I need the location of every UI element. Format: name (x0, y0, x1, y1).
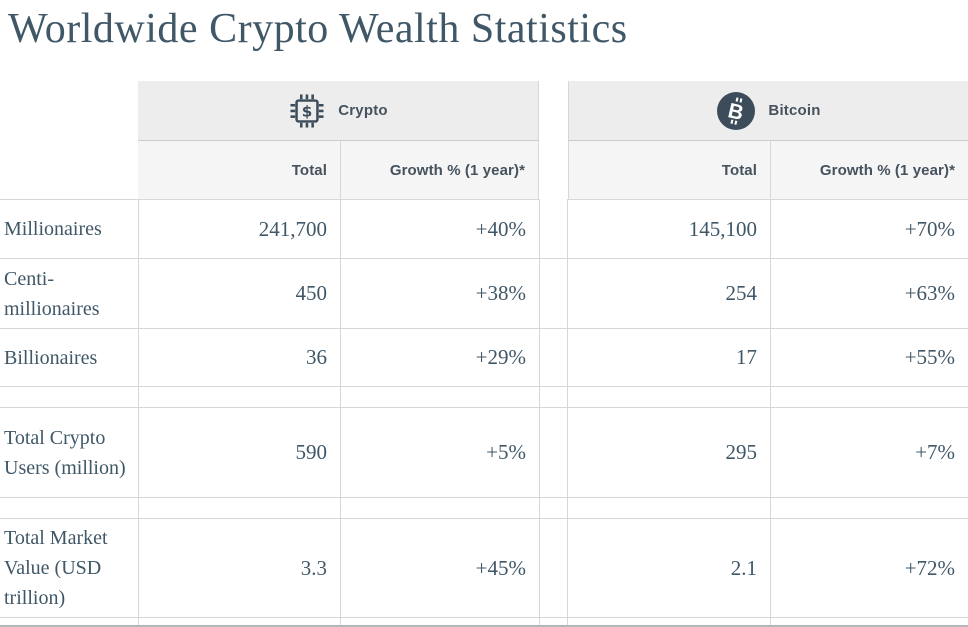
row-label: Total Market Value (USD trillion) (0, 519, 138, 619)
cell-crypto-total: 241,700 (138, 199, 340, 260)
cell-crypto-growth: +40% (340, 199, 540, 260)
cell-crypto-total: 3.3 (138, 519, 340, 619)
svg-text:$: $ (302, 102, 313, 120)
cell-crypto-total: 590 (138, 408, 340, 499)
table-row-millionaires: Millionaires 241,700 +40% 145,100 +70% (0, 199, 968, 260)
cell-bitcoin-total: 145,100 (568, 199, 771, 260)
group-label-crypto: Crypto (338, 102, 388, 120)
group-gap (539, 329, 569, 388)
corner-cell (0, 81, 138, 141)
column-header-crypto-growth: Growth % (1 year)* (340, 141, 540, 200)
cell-crypto-growth: +29% (340, 329, 540, 388)
cell-bitcoin-growth: +72% (770, 519, 968, 619)
cell-bitcoin-growth: +7% (770, 408, 968, 499)
cell-bitcoin-total: 295 (568, 408, 771, 499)
group-label-bitcoin: Bitcoin (768, 102, 821, 120)
cell-bitcoin-growth: +63% (770, 259, 968, 330)
cell-crypto-total: 36 (138, 329, 340, 388)
group-gap (539, 141, 569, 200)
cell-bitcoin-growth: +55% (770, 329, 968, 388)
cell-bitcoin-total: 2.1 (568, 519, 771, 619)
spacer-row (0, 498, 968, 520)
group-gap (539, 519, 569, 619)
column-header-row: Total Growth % (1 year)* Total Growth % … (0, 141, 968, 200)
table-row-centi-millionaires: Centi-millionaires 450 +38% 254 +63% (0, 259, 968, 330)
column-header-crypto-total: Total (138, 141, 340, 200)
row-label: Centi-millionaires (0, 259, 138, 330)
bitcoin-b-icon: B (716, 91, 756, 131)
cell-crypto-growth: +45% (340, 519, 540, 619)
cell-bitcoin-total: 17 (568, 329, 771, 388)
table-row-total-crypto-users: Total Crypto Users (million) 590 +5% 295… (0, 408, 968, 499)
group-gap (539, 259, 569, 330)
column-header-bitcoin-growth: Growth % (1 year)* (770, 141, 968, 200)
row-label: Total Crypto Users (million) (0, 408, 138, 499)
svg-text:B: B (726, 99, 746, 125)
group-header-row: $ Crypto B (0, 81, 968, 142)
cell-bitcoin-total: 254 (568, 259, 771, 330)
row-label: Millionaires (0, 199, 138, 260)
group-gap (539, 408, 569, 499)
chip-dollar-icon: $ (288, 92, 326, 130)
spacer-row (0, 387, 968, 409)
group-header-bitcoin: B Bitcoin (568, 81, 968, 142)
page-title: Worldwide Crypto Wealth Statistics (8, 6, 628, 52)
table-row-total-market-value: Total Market Value (USD trillion) 3.3 +4… (0, 519, 968, 619)
corner-cell (0, 141, 138, 199)
table-row-billionaires: Billionaires 36 +29% 17 +55% (0, 329, 968, 388)
column-header-bitcoin-total: Total (568, 141, 771, 200)
cell-crypto-growth: +38% (340, 259, 540, 330)
group-header-crypto: $ Crypto (138, 81, 540, 142)
cell-crypto-growth: +5% (340, 408, 540, 499)
bottom-strip-row (0, 618, 968, 626)
group-gap (539, 199, 569, 260)
row-label: Billionaires (0, 329, 138, 388)
group-gap (539, 81, 569, 142)
crypto-wealth-stats-table: $ Crypto B (0, 81, 968, 627)
cell-bitcoin-growth: +70% (770, 199, 968, 260)
cell-crypto-total: 450 (138, 259, 340, 330)
